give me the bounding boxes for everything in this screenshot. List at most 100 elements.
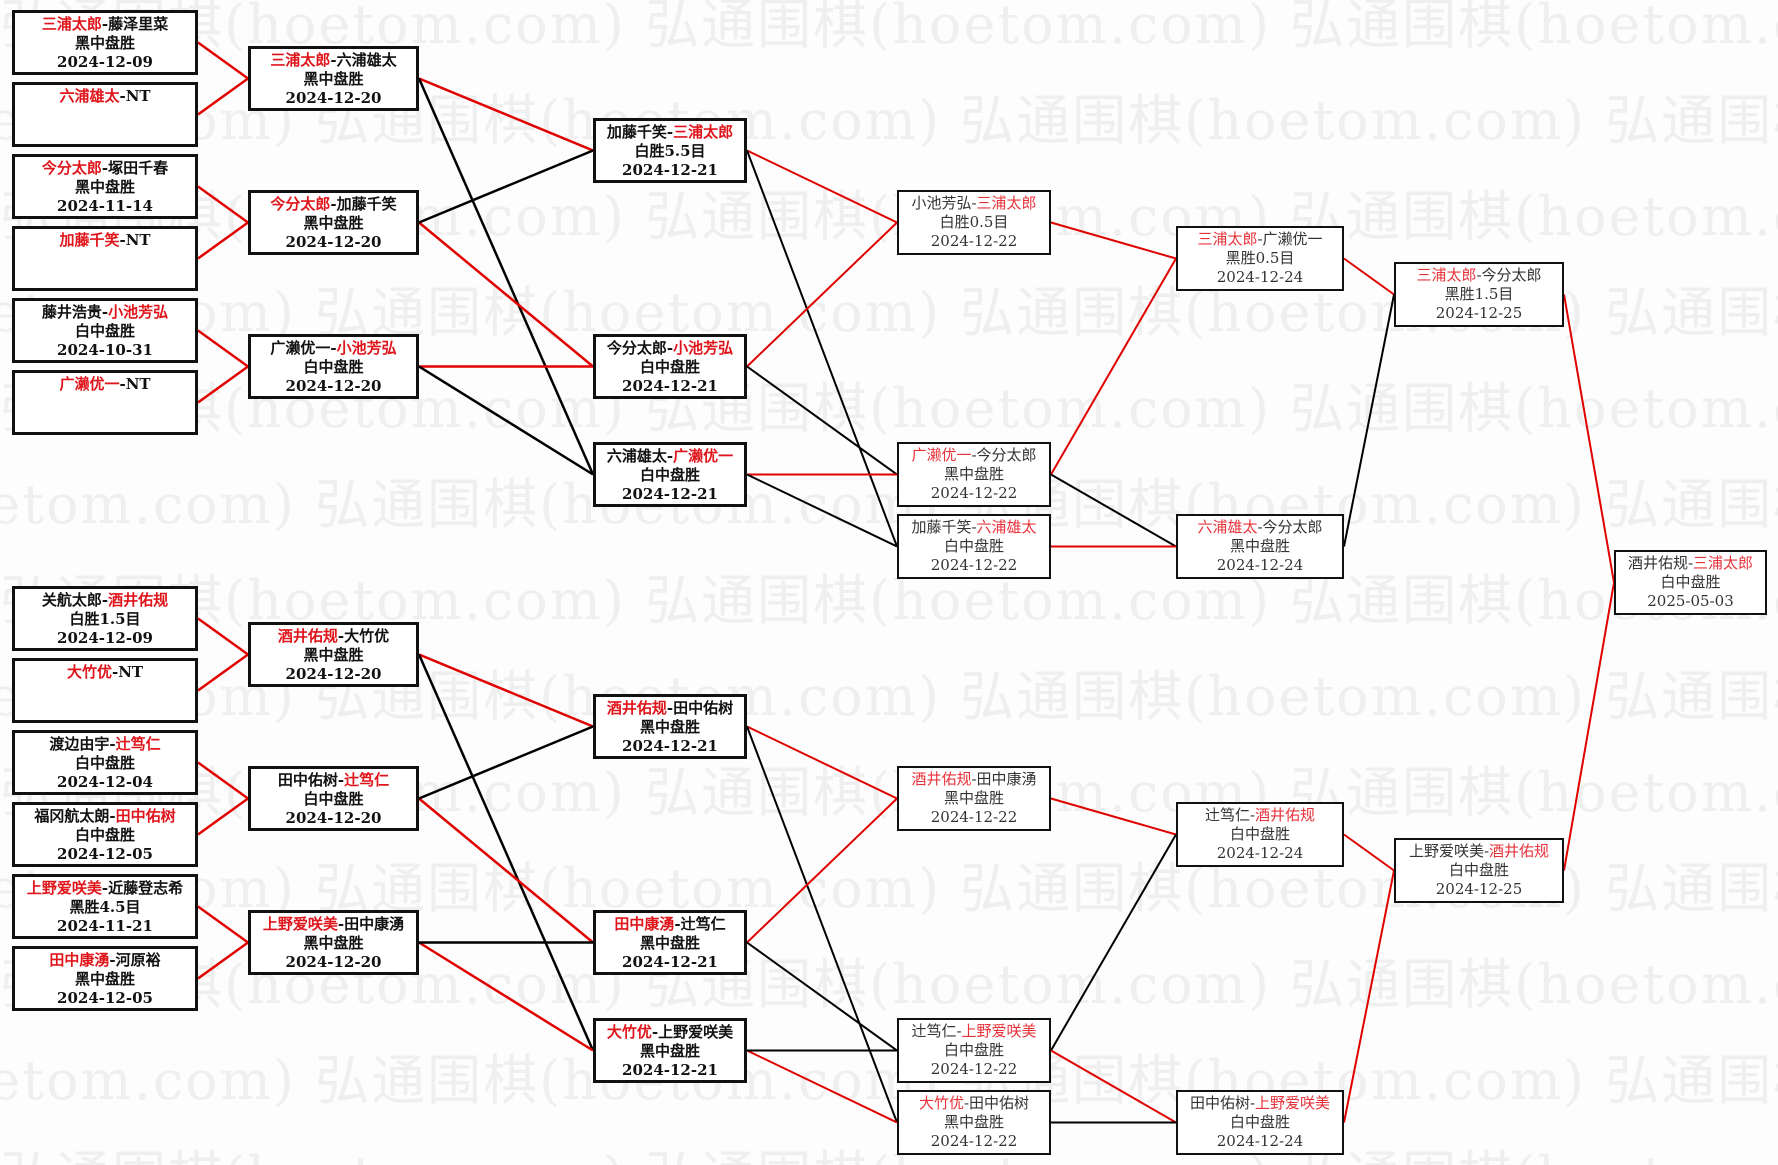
match-date: 2024-12-22 [930,808,1018,826]
match-players: 今分太郎-加藤千笑 [251,195,416,214]
match-box-b5: 上野爱咲美-田中康湧 黑中盘胜 2024-12-20 [248,910,419,975]
match-date: 2024-12-20 [285,809,382,827]
player-black: 酒井佑规 [1627,554,1688,572]
player-black: 酒井佑规 [911,770,972,788]
match-players: 田中佑树-辻笃仁 [251,771,416,790]
winner-link-c5-d5 [746,1049,898,1124]
player-white: 小池芳弘 [336,339,397,357]
player-black: 六浦雄太 [1197,518,1258,536]
match-players: 酒井佑规-三浦太郎 [1616,554,1765,573]
separator: - [111,663,119,681]
player-black: 今分太郎 [41,159,102,177]
separator: - [109,735,116,753]
player-white: 小池芳弘 [673,339,734,357]
player-white: 田中康湧 [344,915,405,933]
player-black: 田中康湧 [49,951,110,969]
match-box-c2: 六浦雄太-广濑优一 白中盘胜 2024-12-21 [593,442,747,507]
match-box-a8: 渡边由宇-辻笃仁 白中盘胜 2024-12-04 [12,730,198,795]
player-black: 藤井浩贵 [41,303,102,321]
player-black: 六浦雄太 [606,447,667,465]
player-white: NT [125,87,151,105]
player-black: 田中康湧 [614,915,675,933]
match-players: 藤井浩贵-小池芳弘 [15,303,195,322]
winner-link-a3-b1 [197,221,249,260]
match-result: 白中盘胜 [1448,861,1509,879]
player-black: 上野爱咲美 [1408,842,1484,860]
match-box-a11: 田中康湧-河原裕 黑中盘胜 2024-12-05 [12,946,198,1011]
match-box-a9: 福冈航太朗-田中佑树 白中盘胜 2024-12-05 [12,802,198,867]
loser-link-b2-c2 [418,365,594,476]
winner-link-a2-b1 [197,185,249,224]
separator: - [1483,842,1490,860]
match-date: 2024-12-20 [285,89,382,107]
separator: - [1257,230,1263,248]
player-white: 上野爱咲美 [1255,1094,1331,1112]
match-box-f0: 三浦太郎-今分太郎 黑胜1.5目 2024-12-25 [1394,262,1564,327]
winner-link-f1-g0 [1563,582,1615,871]
separator: - [1249,1094,1256,1112]
match-result: 黑中盘胜 [639,718,700,736]
match-result: 白中盘胜 [943,1041,1004,1059]
match-box-d2: 加藤千笑-六浦雄太 白中盘胜 2024-12-22 [897,514,1051,579]
winner-link-a8-b4 [197,761,249,800]
player-black: 辻笃仁 [1204,806,1250,824]
player-white: 六浦雄太 [976,518,1037,536]
match-players: 今分太郎-塚田千春 [15,159,195,178]
match-result: 黑中盘胜 [74,34,135,52]
player-black: 加藤千笑 [59,231,120,249]
match-result: 黑胜0.5目 [1225,249,1295,267]
winner-link-c4-d3 [746,797,898,944]
player-white: 广濑优一 [673,447,734,465]
winner-link-a10-b5 [197,905,249,944]
separator: - [101,159,109,177]
match-result: 黑胜1.5目 [1444,285,1514,303]
winner-link-a11-b5 [197,941,249,980]
loser-link-c3-d5 [746,726,898,1123]
match-result: 黑中盘胜 [74,970,135,988]
match-date: 2024-12-20 [285,233,382,251]
separator: - [330,195,337,213]
match-result: 黑中盘胜 [639,1042,700,1060]
match-players: 广濑优一-NT [15,375,195,394]
loser-link-b1-c0 [418,149,594,224]
player-white: 河原裕 [115,951,161,969]
match-players: 上野爱咲美-酒井佑规 [1396,842,1562,861]
separator: - [971,518,977,536]
match-date: 2025-05-03 [1647,592,1734,610]
player-white: 小池芳弘 [108,303,169,321]
match-box-c5: 大竹优-上野爱咲美 黑中盘胜 2024-12-21 [593,1018,747,1083]
winner-link-a6-b3 [197,617,249,656]
match-box-e2: 辻笃仁-酒井佑规 白中盘胜 2024-12-24 [1176,802,1344,867]
match-date: 2024-12-22 [930,1132,1018,1150]
player-white: 辻笃仁 [115,735,161,753]
match-box-d0: 小池芳弘-三浦太郎 白胜0.5目 2024-12-22 [897,190,1051,255]
player-black: 三浦太郎 [41,15,102,33]
match-result: 黑中盘胜 [639,934,700,952]
winner-link-c3-d3 [746,725,898,800]
separator: - [963,1094,970,1112]
match-result: 白中盘胜 [639,358,700,376]
match-box-b2: 广濑优一-小池芳弘 白中盘胜 2024-12-20 [248,334,419,399]
winner-link-f0-g0 [1563,294,1615,583]
match-players: 福冈航太朗-田中佑树 [15,807,195,826]
winner-link-a0-b0 [197,41,249,80]
match-result: 白胜0.5目 [939,213,1009,231]
match-date: 2024-12-20 [285,665,382,683]
match-players: 大竹优-上野爱咲美 [596,1023,744,1042]
player-black: 今分太郎 [270,195,331,213]
match-box-c4: 田中康湧-辻笃仁 黑中盘胜 2024-12-21 [593,910,747,975]
player-white: 六浦雄太 [336,51,397,69]
player-black: 今分太郎 [606,339,667,357]
match-box-e1: 六浦雄太-今分太郎 黑中盘胜 2024-12-24 [1176,514,1344,579]
match-players: 上野爱咲美-近藤登志希 [15,879,195,898]
separator: - [651,1023,659,1041]
match-box-a5: 广濑优一-NT [12,370,198,435]
match-players: 田中康湧-辻笃仁 [596,915,744,934]
separator: - [337,771,345,789]
match-date: 2024-12-09 [57,53,153,71]
match-date: 2024-12-24 [1216,556,1304,574]
loser-link-b4-c3 [418,725,594,800]
separator: - [337,627,345,645]
match-result: 白中盘胜 [303,790,364,808]
